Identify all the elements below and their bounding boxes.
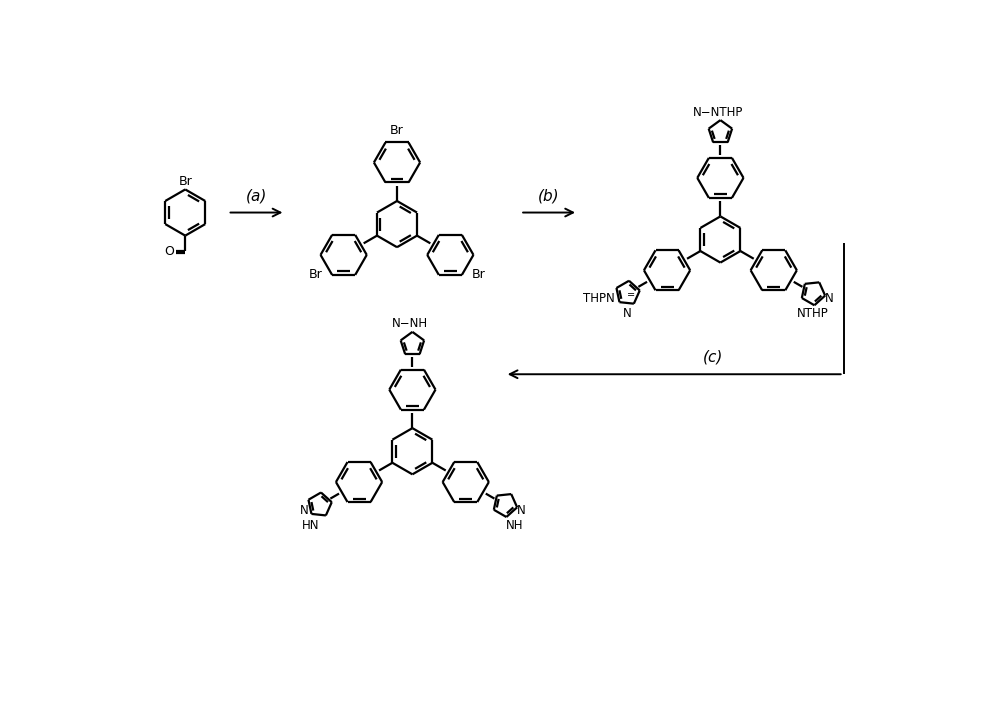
Text: N: N: [517, 503, 525, 517]
Text: Br: Br: [390, 124, 404, 138]
Text: N−NH: N−NH: [392, 318, 428, 330]
Text: NTHP: NTHP: [797, 307, 829, 320]
Text: =: =: [627, 290, 635, 300]
Text: THPN: THPN: [583, 292, 615, 305]
Text: N: N: [300, 503, 308, 517]
Text: Br: Br: [472, 268, 486, 282]
Text: O: O: [164, 244, 174, 258]
Text: Br: Br: [308, 268, 322, 282]
Text: N: N: [623, 307, 632, 320]
Text: N−NTHP: N−NTHP: [693, 106, 743, 119]
Text: (a): (a): [245, 189, 267, 203]
Text: Br: Br: [178, 174, 192, 188]
Text: (c): (c): [703, 350, 723, 365]
Text: N: N: [825, 292, 833, 305]
Text: HN: HN: [302, 519, 320, 532]
Text: NH: NH: [506, 519, 523, 532]
Text: (b): (b): [538, 189, 560, 203]
